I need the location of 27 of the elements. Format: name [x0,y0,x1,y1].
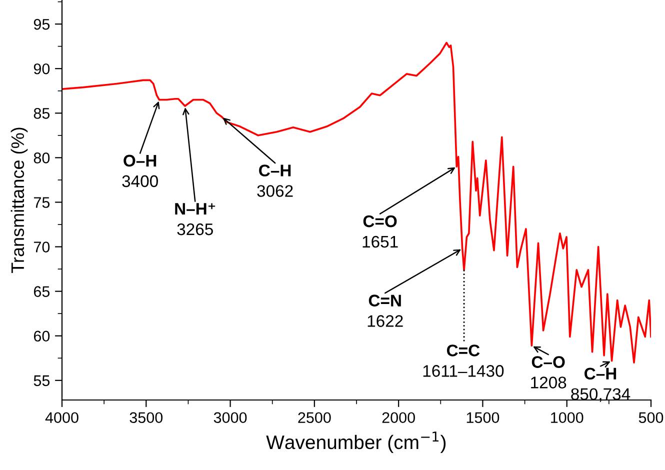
annotation: C–H 850,734 [571,368,630,402]
y-tick-label: 75 [34,197,50,208]
annotation: C=O 1651 [362,215,398,248]
annotation: C=N 1622 [368,294,403,327]
annotation: N–H⁺ 3265 [175,203,216,236]
y-tick-label: 70 [34,242,50,252]
y-axis-title: Transmittance (%) [10,128,28,273]
annotation: C–H 3062 [257,164,293,197]
x-tick-label: 3000 [214,412,247,424]
y-tick-label: 80 [34,152,50,164]
annotation: C–O 1208 [531,356,566,388]
x-tick-label: 500 [638,412,664,424]
y-tick-label: 60 [34,330,50,342]
x-tick-label: 2000 [382,412,415,424]
x-axis-title: Wavenumber (cm$^{−1}$) [266,432,446,453]
x-tick-label: 1500 [466,412,500,424]
annotation: C=C 1611–1430 [423,344,504,377]
x-tick-label: 2500 [298,412,331,424]
y-tick-label: 65 [34,286,50,297]
y-tick-label: 55 [34,375,50,386]
y-tick-label: 90 [34,63,50,74]
annotation: O–H 3400 [122,154,158,188]
x-tick-label: 1000 [551,412,584,424]
x-tick-label: 3500 [130,412,163,424]
x-tick-label: 4000 [45,412,78,424]
y-tick-label: 85 [34,108,50,119]
y-tick-label: 95 [34,18,50,30]
